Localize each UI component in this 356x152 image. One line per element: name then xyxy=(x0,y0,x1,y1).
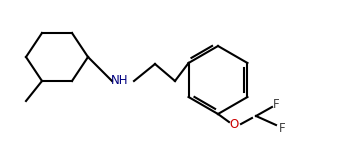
Text: O: O xyxy=(229,117,239,131)
Text: NH: NH xyxy=(111,74,129,88)
Text: F: F xyxy=(273,97,279,111)
Text: F: F xyxy=(279,121,285,135)
